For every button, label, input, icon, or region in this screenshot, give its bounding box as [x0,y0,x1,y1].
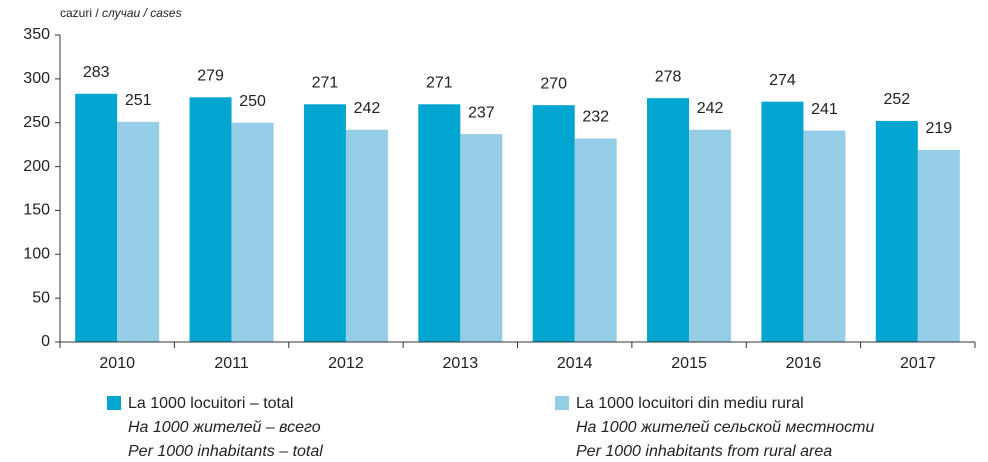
bar [803,130,846,342]
value-label: 242 [697,100,724,117]
value-label: 242 [354,100,381,117]
bar [75,93,118,342]
bar [231,122,274,342]
legend-label: Per 1000 inhabitants – total [128,443,323,460]
value-label: 252 [883,91,910,108]
y-tick-label: 350 [23,26,50,43]
bar [875,120,918,343]
value-label: 278 [655,68,682,85]
value-label: 270 [540,75,567,92]
legend-swatch [107,396,121,410]
y-tick-label: 300 [23,70,50,87]
y-label-part: cazuri / [60,6,99,20]
value-label: 241 [811,101,838,118]
y-tick-label: 100 [23,246,50,263]
y-label-part: случаи / cases [102,6,182,20]
value-label: 250 [239,93,266,110]
bar [418,104,461,343]
bar [117,121,160,342]
value-label: 232 [582,109,609,126]
value-label: 219 [925,120,952,137]
value-label: 271 [426,75,453,92]
value-label: 251 [125,92,152,109]
value-label: 279 [197,67,224,84]
x-tick-label: 2010 [99,355,135,372]
y-tick-label: 150 [23,202,50,219]
bar [761,101,804,342]
y-tick-label: 0 [41,333,50,350]
value-label: 271 [312,75,339,92]
bar [689,129,732,342]
x-tick-label: 2017 [900,355,936,372]
legend-label: На 1000 жителей – всего [128,419,321,436]
bar [345,129,388,342]
legend-label: La 1000 locuitori – total [128,395,293,412]
x-tick-label: 2014 [557,355,593,372]
bar [574,138,617,342]
x-tick-label: 2016 [786,355,822,372]
bar [647,98,690,342]
y-tick-label: 200 [23,158,50,175]
y-tick-label: 250 [23,114,50,131]
bar [189,97,232,342]
y-tick-label: 50 [32,289,50,306]
legend-label: La 1000 locuitori din mediu rural [576,395,804,412]
value-label: 237 [468,104,495,121]
legend-label: На 1000 жителей сельской местности [576,419,874,436]
legend-swatch [555,396,569,410]
x-tick-label: 2012 [328,355,364,372]
x-tick-label: 2013 [443,355,479,372]
bar [460,134,503,342]
bar [303,104,346,343]
bar [917,149,960,342]
value-label: 274 [769,72,796,89]
x-tick-label: 2015 [671,355,707,372]
y-axis-label: cazuri / случаи / cases [60,6,182,20]
legend-label: Per 1000 inhabitants from rural area [576,443,832,460]
bar [532,105,575,343]
value-label: 283 [83,64,110,81]
x-tick-label: 2011 [214,355,249,372]
